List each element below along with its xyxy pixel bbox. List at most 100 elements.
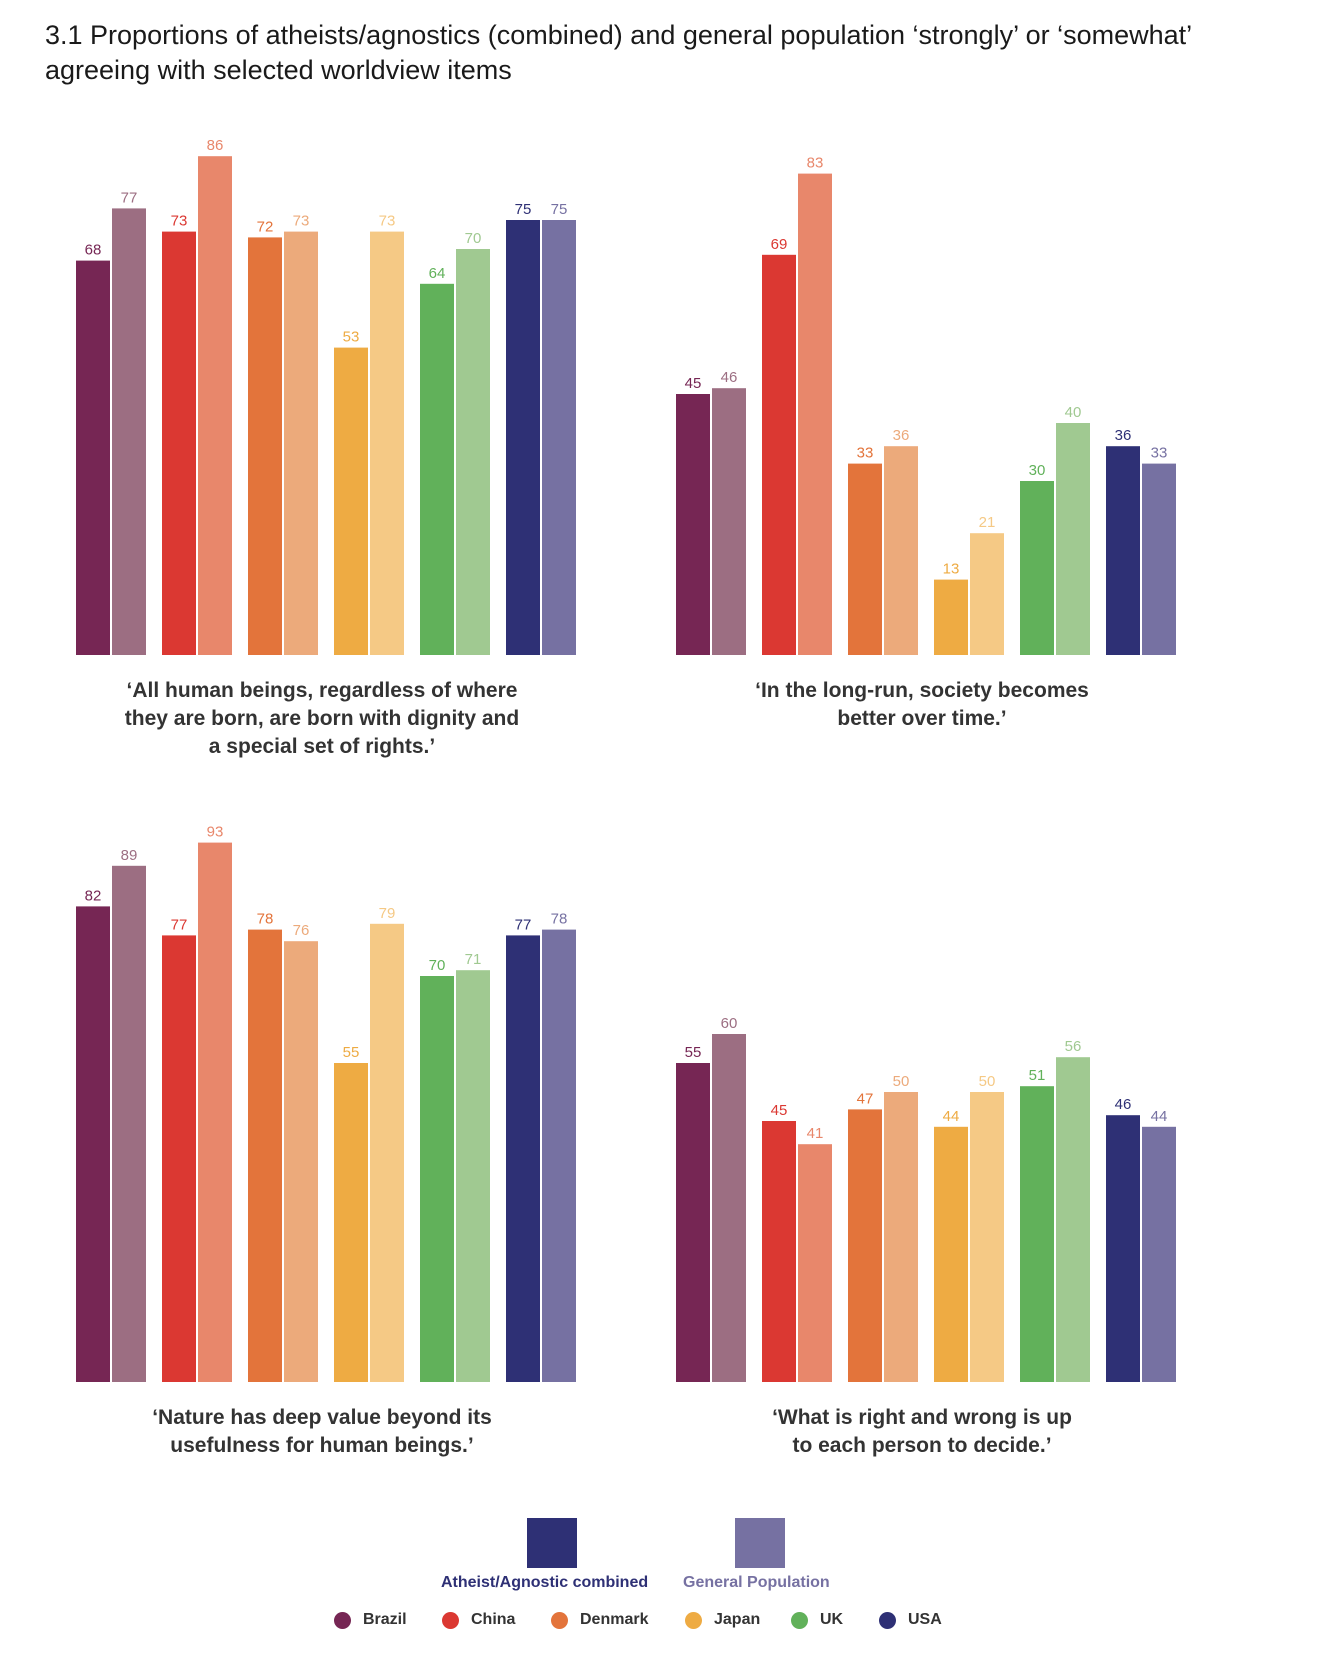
legend-dot-uk [791, 1611, 808, 1629]
value-label-uk-atheist: 30 [1029, 462, 1046, 479]
bar-japan-atheist [334, 347, 368, 655]
legend-swatch-atheist [527, 1518, 577, 1568]
value-label-uk-atheist: 51 [1029, 1067, 1046, 1084]
value-label-uk-general: 40 [1065, 404, 1082, 421]
bar-brazil-atheist [676, 1063, 710, 1382]
bar-denmark-atheist [248, 929, 282, 1382]
legend-country-label: Denmark [580, 1611, 649, 1628]
value-label-china-general: 41 [807, 1125, 824, 1142]
value-label-japan-atheist: 53 [343, 329, 360, 346]
legend-country-label: Brazil [363, 1611, 407, 1628]
value-label-china-general: 86 [207, 137, 224, 154]
bar-china-atheist [762, 254, 796, 656]
value-label-brazil-general: 77 [121, 189, 138, 206]
bar-uk-atheist [1020, 1086, 1054, 1382]
value-label-japan-atheist: 44 [943, 1108, 960, 1125]
chart-caption-right-wrong: ‘What is right and wrong is up to each pe… [772, 1406, 1072, 1457]
bar-brazil-atheist [676, 394, 710, 655]
legend-country-label: Japan [714, 1611, 761, 1628]
value-label-denmark-atheist: 47 [857, 1090, 874, 1107]
bar-denmark-general [884, 1092, 918, 1382]
legend-swatch-general [735, 1518, 785, 1568]
legend-label-general: General Population [683, 1574, 830, 1591]
bar-china-atheist [762, 1121, 796, 1382]
bar-uk-atheist [420, 976, 454, 1382]
bar-china-general [198, 842, 232, 1382]
value-label-uk-general: 71 [465, 951, 482, 968]
bar-uk-general [1056, 423, 1090, 655]
chart-caption-society: ‘In the long-run, society becomes better … [755, 679, 1089, 730]
value-label-usa-general: 33 [1151, 445, 1168, 462]
legend-country-label: UK [820, 1611, 844, 1628]
bar-denmark-atheist [848, 463, 882, 655]
value-label-denmark-general: 36 [893, 427, 910, 444]
legend-label-atheist: Atheist/Agnostic combined [441, 1574, 649, 1591]
chart-caption-rights: ‘All human beings, regardless of where th… [125, 679, 519, 758]
bar-usa-general [542, 220, 576, 655]
value-label-uk-general: 56 [1065, 1038, 1082, 1055]
value-label-japan-atheist: 55 [343, 1044, 360, 1061]
value-label-usa-general: 44 [1151, 1108, 1168, 1125]
bar-brazil-general [112, 208, 146, 655]
value-label-brazil-general: 60 [721, 1015, 738, 1032]
value-label-uk-atheist: 64 [429, 265, 446, 282]
bar-denmark-atheist [848, 1109, 882, 1382]
bar-brazil-general [112, 865, 146, 1382]
value-label-japan-atheist: 13 [943, 561, 960, 578]
legend-dot-denmark [551, 1611, 568, 1629]
value-label-denmark-general: 76 [293, 922, 310, 939]
value-label-uk-atheist: 70 [429, 957, 446, 974]
chart-caption-nature: ‘Nature has deep value beyond its usefuln… [152, 1406, 492, 1457]
legend-dot-china [442, 1611, 459, 1629]
bar-china-atheist [162, 935, 196, 1382]
legend-dot-usa [879, 1611, 896, 1629]
value-label-usa-atheist: 75 [515, 201, 532, 218]
legend-item-uk: UK [791, 1611, 843, 1629]
value-label-china-atheist: 77 [171, 916, 188, 933]
legend-item-japan: Japan [685, 1611, 760, 1629]
legend-dot-brazil [334, 1611, 351, 1629]
value-label-brazil-atheist: 82 [85, 887, 102, 904]
value-label-japan-general: 50 [979, 1073, 996, 1090]
bar-uk-general [456, 249, 490, 655]
legend-country-label: China [471, 1611, 516, 1628]
bar-usa-general [542, 929, 576, 1382]
value-label-brazil-general: 89 [121, 847, 138, 864]
bar-usa-general [1142, 1126, 1176, 1382]
legend-dot-japan [685, 1611, 702, 1629]
bar-usa-general [1142, 463, 1176, 655]
bar-usa-atheist [1106, 446, 1140, 655]
legend-item-brazil: Brazil [334, 1611, 407, 1629]
bar-uk-general [1056, 1057, 1090, 1382]
value-label-denmark-general: 73 [293, 213, 310, 230]
value-label-denmark-general: 50 [893, 1073, 910, 1090]
bar-japan-general [370, 923, 404, 1382]
bar-brazil-atheist [76, 260, 110, 655]
bar-uk-atheist [420, 283, 454, 655]
bar-uk-atheist [1020, 481, 1054, 655]
bar-uk-general [456, 970, 490, 1382]
value-label-brazil-atheist: 68 [85, 242, 102, 259]
value-label-uk-general: 70 [465, 230, 482, 247]
value-label-japan-general: 73 [379, 213, 396, 230]
legend-item-usa: USA [879, 1611, 942, 1629]
bar-china-general [198, 156, 232, 655]
bar-china-atheist [162, 231, 196, 655]
bar-japan-general [370, 231, 404, 655]
bar-brazil-atheist [76, 906, 110, 1382]
bar-japan-general [970, 533, 1004, 655]
chart-panel-rights: 68 77 73 86 72 73 53 73 64 70 75 75 ‘All human being… [76, 137, 576, 758]
value-label-japan-general: 21 [979, 514, 996, 531]
legend-country-label: USA [908, 1611, 942, 1628]
bar-denmark-general [884, 446, 918, 655]
bar-japan-atheist [934, 1126, 968, 1382]
value-label-brazil-atheist: 45 [685, 375, 702, 392]
bar-china-general [798, 173, 832, 655]
bar-usa-atheist [506, 220, 540, 655]
page-title: 3.1 Proportions of atheists/agnostics (c… [45, 20, 1192, 85]
value-label-brazil-atheist: 55 [685, 1044, 702, 1061]
value-label-denmark-atheist: 78 [257, 911, 274, 928]
bar-japan-atheist [934, 579, 968, 655]
value-label-usa-atheist: 36 [1115, 427, 1132, 444]
chart-panel-society: 45 46 69 83 33 36 13 21 30 40 36 33 ‘In the long-run… [676, 155, 1176, 730]
